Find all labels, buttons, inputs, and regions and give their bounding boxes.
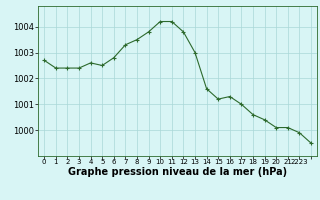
X-axis label: Graphe pression niveau de la mer (hPa): Graphe pression niveau de la mer (hPa) <box>68 167 287 177</box>
